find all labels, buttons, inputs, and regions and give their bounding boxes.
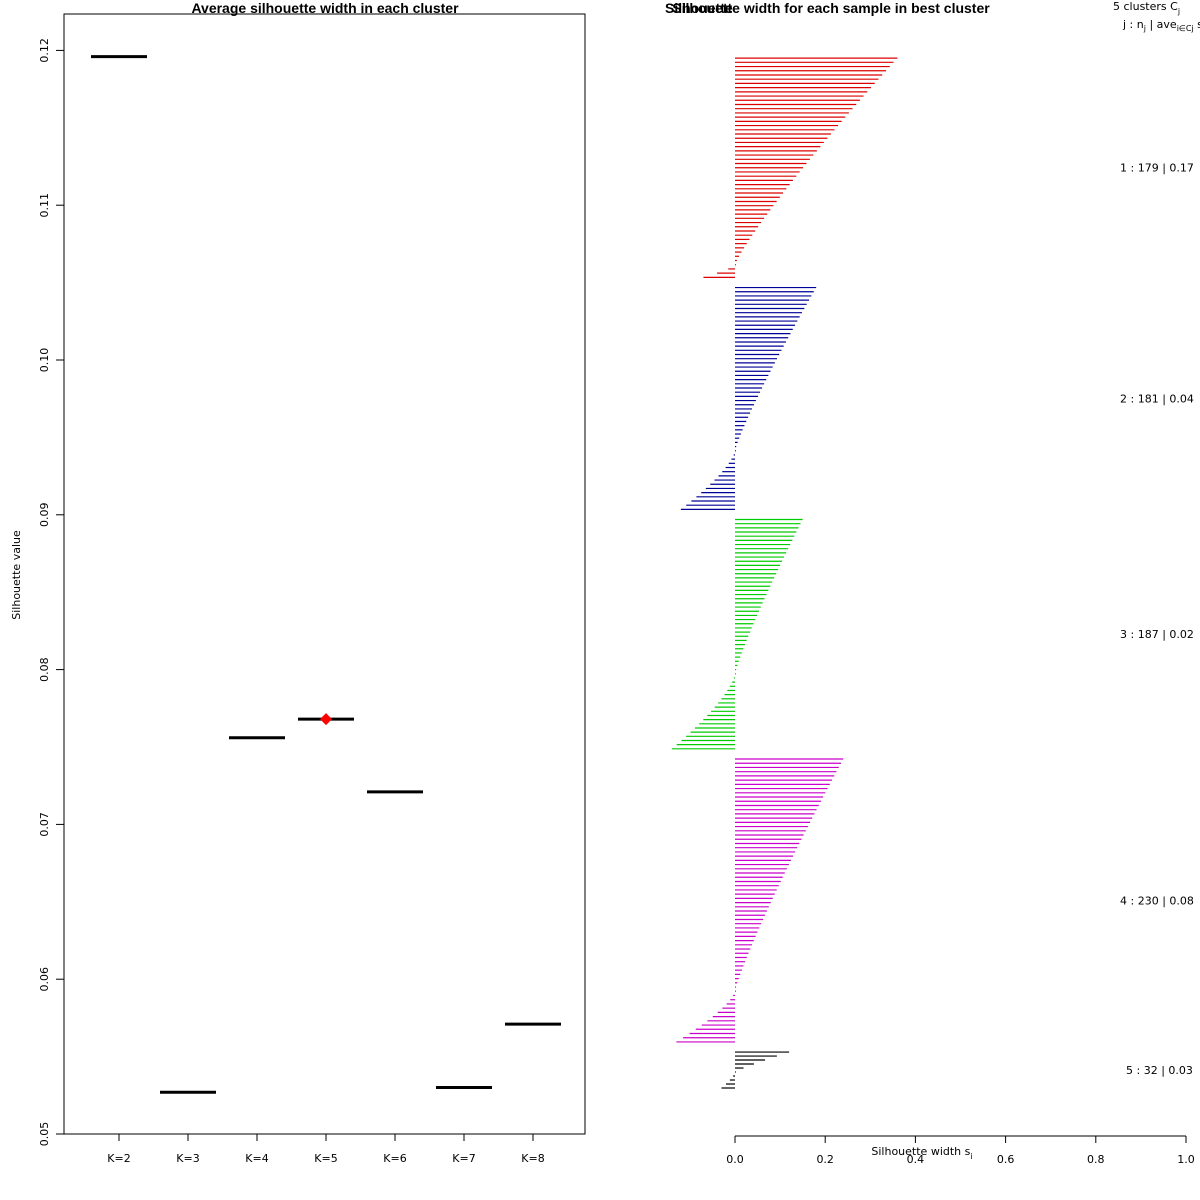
- left-y-tick-label: 0.09: [38, 503, 51, 528]
- cluster-2-label: 2 : 181 | 0.04: [1120, 392, 1194, 405]
- left-y-tick-label: 0.11: [38, 193, 51, 218]
- legend-title: 5 clusters Cj: [1113, 0, 1180, 16]
- legend-header-sub2: i∈Cj: [1177, 24, 1194, 33]
- cluster-3-label: 3 : 187 | 0.02: [1120, 628, 1194, 641]
- left-chart-title: Average silhouette width in each cluster: [191, 0, 459, 16]
- left-y-tick-label: 0.05: [38, 1122, 51, 1147]
- legend-header: j : nj | avei∈Cj s: [1122, 18, 1200, 33]
- cluster-legend-header: 5 clusters Cj j : nj | avei∈Cj s: [1113, 0, 1200, 33]
- right-x-tick-label: 1.0: [1177, 1153, 1195, 1166]
- left-y-axis-label: Silhouette value: [10, 530, 23, 620]
- left-x-tick-label: K=7: [452, 1152, 475, 1165]
- right-x-tick-label: 0.6: [997, 1153, 1015, 1166]
- left-x-axis: K=2 K=3 K=4 K=5 K=6 K=7 K=8: [107, 1133, 545, 1165]
- left-y-tick-label: 0.06: [38, 967, 51, 992]
- left-panel: Average silhouette width in each cluster…: [10, 0, 586, 1165]
- cluster-labels: 1 : 179 | 0.17 2 : 181 | 0.04 3 : 187 | 0.…: [1120, 162, 1194, 1077]
- cluster-1-label: 1 : 179 | 0.17: [1120, 162, 1194, 175]
- cluster-1-bars: [703, 57, 898, 278]
- legend-title-main: 5 clusters C: [1113, 0, 1178, 13]
- left-x-tick-label: K=6: [383, 1152, 406, 1165]
- left-y-tick-label: 0.07: [38, 812, 51, 837]
- cluster-2-bars: [680, 286, 817, 510]
- left-y-tick-label: 0.10: [38, 348, 51, 373]
- cluster-4-label: 4 : 230 | 0.08: [1120, 894, 1194, 907]
- right-x-axis-label: Silhouette width si: [871, 1145, 972, 1161]
- right-panel: Silhouette Silhouette width for each sam…: [665, 0, 1200, 1166]
- left-marks: [91, 55, 561, 1094]
- left-y-tick-label: 0.12: [38, 38, 51, 63]
- left-y-axis: 0.05 0.06 0.07 0.08 0.09 0.10 0.11 0.12: [38, 38, 65, 1147]
- left-x-tick-label: K=3: [176, 1152, 199, 1165]
- right-chart-overlap-title: Silhouette: [665, 0, 733, 16]
- left-x-tick-label: K=2: [107, 1152, 130, 1165]
- left-x-tick-label: K=8: [521, 1152, 544, 1165]
- left-plot-frame: [63, 13, 586, 1135]
- right-x-axis-label-main: Silhouette width s: [871, 1145, 970, 1158]
- right-x-axis: 0.0 0.2 0.4 0.6 0.8 1.0: [726, 1135, 1195, 1166]
- right-x-axis-label-sub: i: [970, 1152, 972, 1161]
- left-x-tick-label: K=5: [314, 1152, 337, 1165]
- legend-header-main: j : n: [1122, 18, 1144, 31]
- left-y-tick-label: 0.08: [38, 657, 51, 682]
- cluster-3-bars: [671, 518, 803, 750]
- right-x-tick-label: 0.2: [816, 1153, 834, 1166]
- right-x-tick-label: 0.0: [726, 1153, 744, 1166]
- legend-header-mid: | ave: [1146, 18, 1177, 31]
- legend-header-end: s: [1194, 18, 1200, 31]
- left-x-tick-label: K=4: [245, 1152, 268, 1165]
- silhouette-bars: [671, 57, 898, 1089]
- legend-header-sub: j: [1143, 24, 1146, 33]
- cluster-4-bars: [676, 758, 844, 1043]
- cluster-5-label: 5 : 32 | 0.03: [1126, 1064, 1193, 1077]
- right-x-tick-label: 0.4: [907, 1153, 925, 1166]
- legend-title-sub: j: [1177, 7, 1180, 16]
- cluster-5-bars: [721, 1051, 790, 1089]
- right-chart-title: Silhouette width for each sample in best…: [672, 0, 990, 16]
- best-k-marker: [320, 713, 332, 726]
- right-x-tick-label: 0.8: [1087, 1153, 1105, 1166]
